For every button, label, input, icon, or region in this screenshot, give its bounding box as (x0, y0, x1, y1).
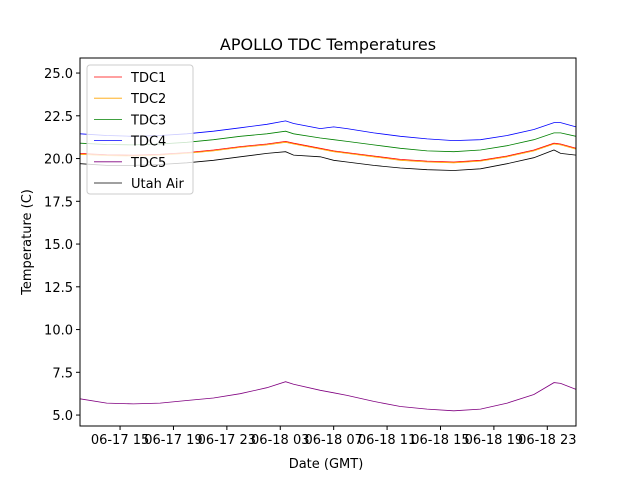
y-tick-label: 17.5 (44, 195, 73, 210)
y-axis-label: Temperature (C) (20, 189, 35, 296)
legend-label: TDC2 (130, 92, 166, 107)
legend-label: TDC5 (130, 156, 166, 171)
y-tick-label: 5.0 (52, 409, 73, 424)
y-tick-label: 20.0 (44, 153, 73, 168)
x-tick-label: 06-17 23 (198, 433, 256, 448)
legend-label: TDC1 (130, 71, 166, 86)
x-tick-label: 06-18 03 (251, 433, 309, 448)
x-tick-label: 06-18 11 (358, 433, 416, 448)
legend-label: Utah Air (131, 177, 184, 192)
y-tick-label: 25.0 (44, 67, 73, 82)
x-axis-label: Date (GMT) (289, 457, 364, 472)
chart-title: APOLLO TDC Temperatures (220, 35, 436, 54)
legend-label: TDC4 (130, 135, 166, 150)
y-tick-label: 10.0 (44, 324, 73, 339)
series-line-tdc5 (79, 381, 577, 412)
x-tick-label: 06-18 15 (411, 433, 469, 448)
legend: TDC1 TDC2 TDC3 TDC4 TDC5 Utah Air (86, 64, 194, 195)
x-tick-label: 06-17 15 (91, 433, 149, 448)
plot-frame (79, 57, 577, 427)
legend-label: TDC3 (130, 113, 166, 128)
x-tick-label: 06-18 23 (518, 433, 576, 448)
y-tick-label: 15.0 (44, 238, 73, 253)
x-tick-label: 06-18 19 (465, 433, 523, 448)
y-tick-label: 7.5 (52, 366, 73, 381)
y-tick-label: 12.5 (44, 281, 73, 296)
y-tick-label: 22.5 (44, 110, 73, 125)
x-tick-label: 06-17 19 (144, 433, 202, 448)
x-tick-label: 06-18 07 (304, 433, 362, 448)
